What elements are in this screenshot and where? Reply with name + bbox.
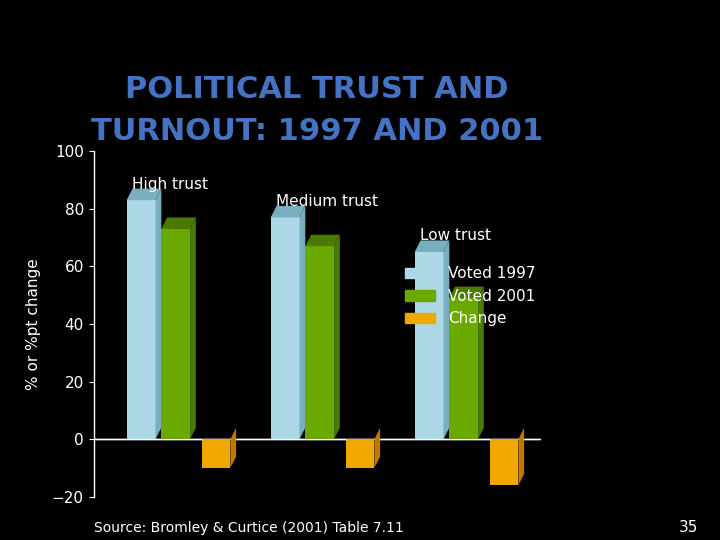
Polygon shape bbox=[449, 287, 484, 298]
Bar bbox=[127, 200, 156, 439]
Polygon shape bbox=[190, 218, 196, 439]
Polygon shape bbox=[374, 428, 380, 468]
Text: Low trust: Low trust bbox=[420, 228, 492, 244]
Polygon shape bbox=[271, 206, 305, 218]
Bar bbox=[305, 246, 334, 439]
Bar bbox=[202, 439, 230, 468]
Text: Medium trust: Medium trust bbox=[276, 194, 379, 209]
Text: Source: Bromley & Curtice (2001) Table 7.11: Source: Bromley & Curtice (2001) Table 7… bbox=[94, 521, 403, 535]
Polygon shape bbox=[156, 188, 161, 439]
Legend: Voted 1997, Voted 2001, Change: Voted 1997, Voted 2001, Change bbox=[399, 260, 541, 333]
Polygon shape bbox=[518, 428, 524, 485]
Y-axis label: % or %pt change: % or %pt change bbox=[26, 258, 41, 390]
Polygon shape bbox=[334, 235, 340, 439]
Bar bbox=[346, 439, 374, 468]
Text: POLITICAL TRUST AND: POLITICAL TRUST AND bbox=[125, 75, 508, 104]
Text: TURNOUT: 1997 AND 2001: TURNOUT: 1997 AND 2001 bbox=[91, 117, 543, 146]
Text: 35: 35 bbox=[679, 519, 698, 535]
Polygon shape bbox=[478, 287, 484, 439]
Bar bbox=[490, 439, 518, 485]
Polygon shape bbox=[300, 206, 305, 439]
Bar bbox=[271, 218, 300, 439]
Polygon shape bbox=[230, 428, 236, 468]
Polygon shape bbox=[161, 218, 196, 229]
Bar bbox=[415, 252, 444, 439]
Polygon shape bbox=[415, 240, 449, 252]
Bar bbox=[449, 298, 478, 439]
Bar bbox=[161, 229, 190, 439]
Text: High trust: High trust bbox=[132, 177, 209, 192]
Polygon shape bbox=[444, 240, 449, 439]
Polygon shape bbox=[127, 188, 161, 200]
Polygon shape bbox=[305, 235, 340, 246]
